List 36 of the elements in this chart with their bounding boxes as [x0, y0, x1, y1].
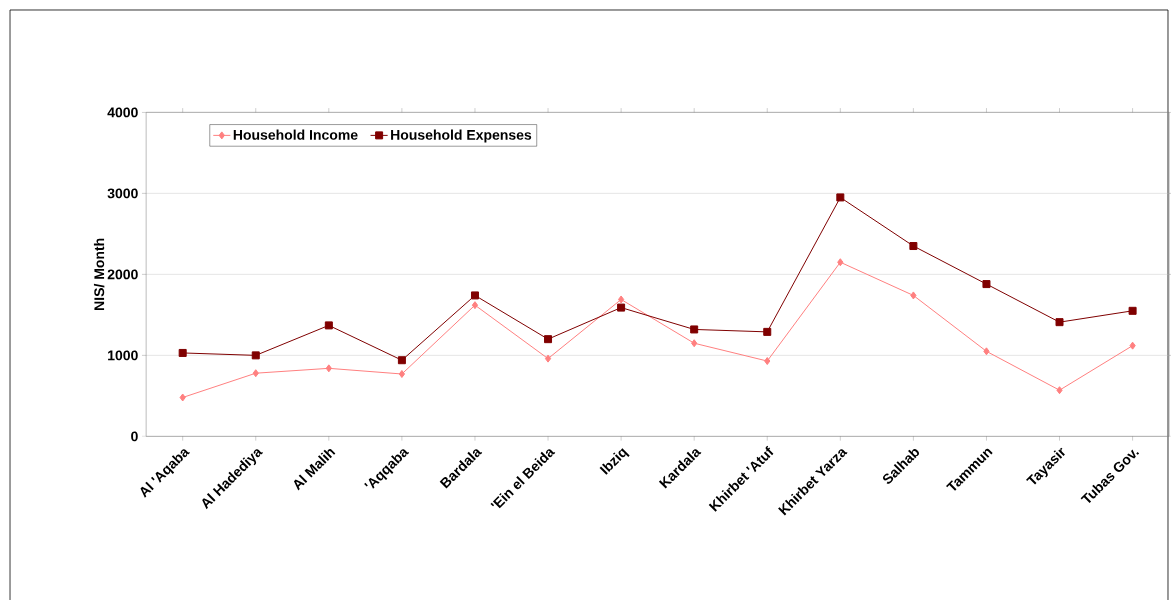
point — [690, 325, 699, 334]
legend-label: Household Expenses — [391, 129, 532, 143]
point — [179, 393, 186, 402]
point — [983, 347, 990, 356]
point — [910, 291, 917, 300]
point — [397, 356, 406, 365]
y-tick-label: 4000 — [107, 107, 138, 118]
point — [252, 369, 259, 378]
y-tick-label: 2000 — [107, 269, 138, 280]
point — [909, 242, 918, 251]
point — [470, 291, 479, 300]
point — [471, 301, 479, 310]
point — [544, 354, 552, 363]
point — [544, 335, 553, 344]
point — [324, 321, 333, 330]
point — [763, 327, 772, 336]
legend-label: Household Income — [233, 129, 358, 140]
point — [325, 364, 332, 373]
point — [764, 357, 771, 366]
point — [836, 193, 845, 202]
y-tick-label: 1000 — [108, 350, 138, 361]
point — [1128, 306, 1137, 315]
point — [398, 370, 406, 378]
point — [1056, 386, 1063, 395]
point — [617, 303, 626, 312]
point — [837, 258, 844, 267]
point — [1129, 341, 1136, 350]
point — [251, 351, 260, 360]
point — [617, 295, 625, 304]
y-tick-label: 0 — [131, 431, 138, 442]
point — [1055, 318, 1064, 327]
point — [691, 339, 698, 348]
point — [982, 280, 991, 289]
y-axis-title: NIS/ Month — [93, 238, 105, 310]
point — [178, 348, 187, 357]
y-tick-label: 3000 — [107, 188, 138, 199]
